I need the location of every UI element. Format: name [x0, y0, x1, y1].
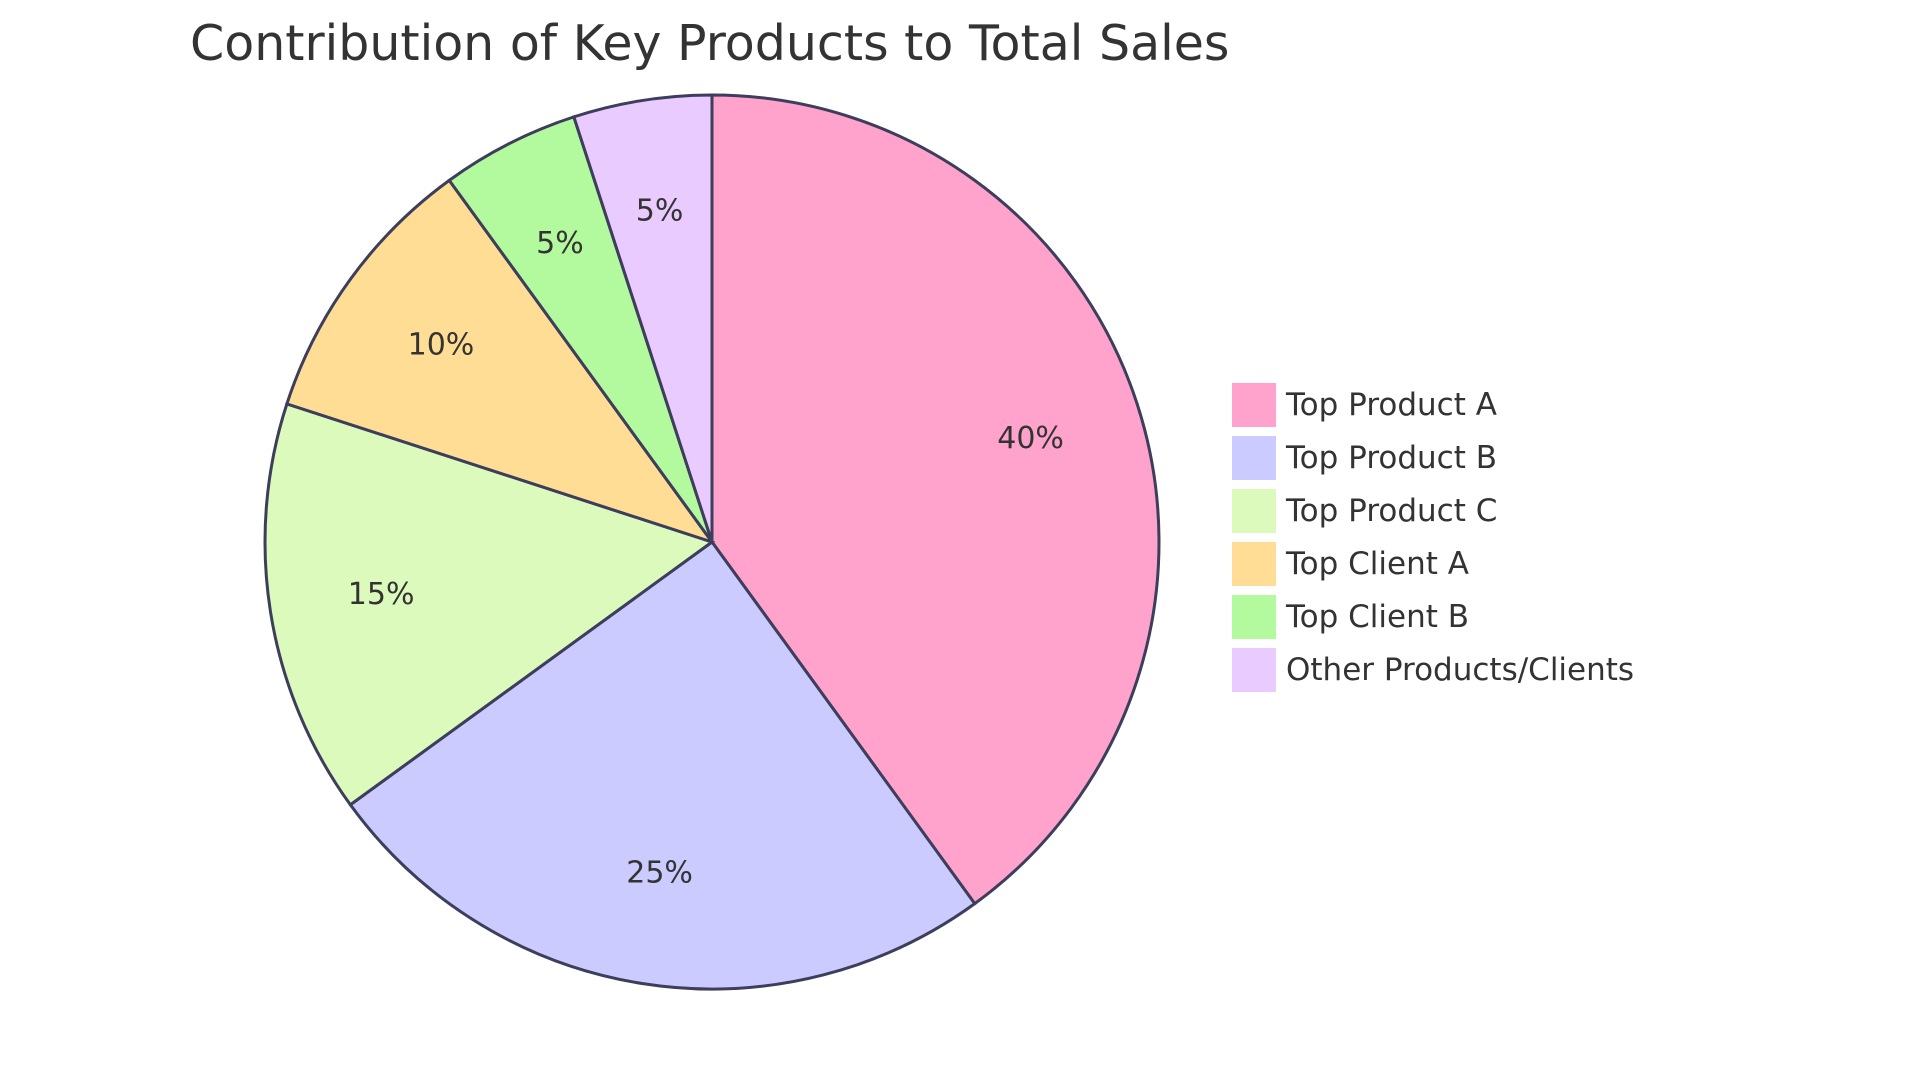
slice-label-other-products-clients: 5% [636, 194, 684, 229]
legend-swatch [1232, 436, 1276, 480]
legend-swatch [1232, 648, 1276, 692]
pie-slice-other-products-clients [571, 93, 714, 543]
pie-slice-labels: 40% 25% 15% 10% 5% 5% [348, 194, 1064, 891]
slice-label-top-product-c: 15% [348, 577, 415, 612]
legend-label: Top Product C [1285, 493, 1497, 529]
legend-item-top-product-b: Top Product B [1232, 436, 1497, 480]
legend-label: Top Client A [1285, 546, 1469, 582]
slice-label-top-product-b: 25% [626, 855, 693, 890]
legend-swatch [1232, 595, 1276, 639]
pie-slice-top-product-a [710, 93, 1161, 906]
legend-item-top-client-b: Top Client B [1232, 595, 1469, 639]
pie-slice-top-product-b [348, 539, 977, 991]
chart-title: Contribution of Key Products to Total Sa… [190, 15, 1229, 72]
slice-label-top-client-a: 10% [408, 328, 475, 363]
legend-label: Other Products/Clients [1286, 652, 1634, 688]
legend-swatch [1232, 489, 1276, 533]
legend-swatch [1232, 383, 1276, 427]
legend-item-top-product-c: Top Product C [1232, 489, 1497, 533]
legend-label: Top Client B [1285, 599, 1469, 635]
pie-slice-top-client-a [284, 178, 716, 545]
legend-swatch [1232, 542, 1276, 586]
legend-label: Top Product A [1285, 387, 1497, 423]
legend: Top Product A Top Product B Top Product C T… [1232, 383, 1634, 692]
pie-slices [263, 93, 1161, 991]
legend-item-top-product-a: Top Product A [1232, 383, 1497, 427]
legend-item-other-products-clients: Other Products/Clients [1232, 648, 1634, 692]
legend-item-top-client-a: Top Client A [1232, 542, 1469, 586]
slice-label-top-product-a: 40% [997, 421, 1064, 456]
legend-label: Top Product B [1285, 440, 1497, 476]
slice-label-top-client-b: 5% [536, 226, 584, 261]
pie-slice-top-product-c [263, 401, 716, 807]
